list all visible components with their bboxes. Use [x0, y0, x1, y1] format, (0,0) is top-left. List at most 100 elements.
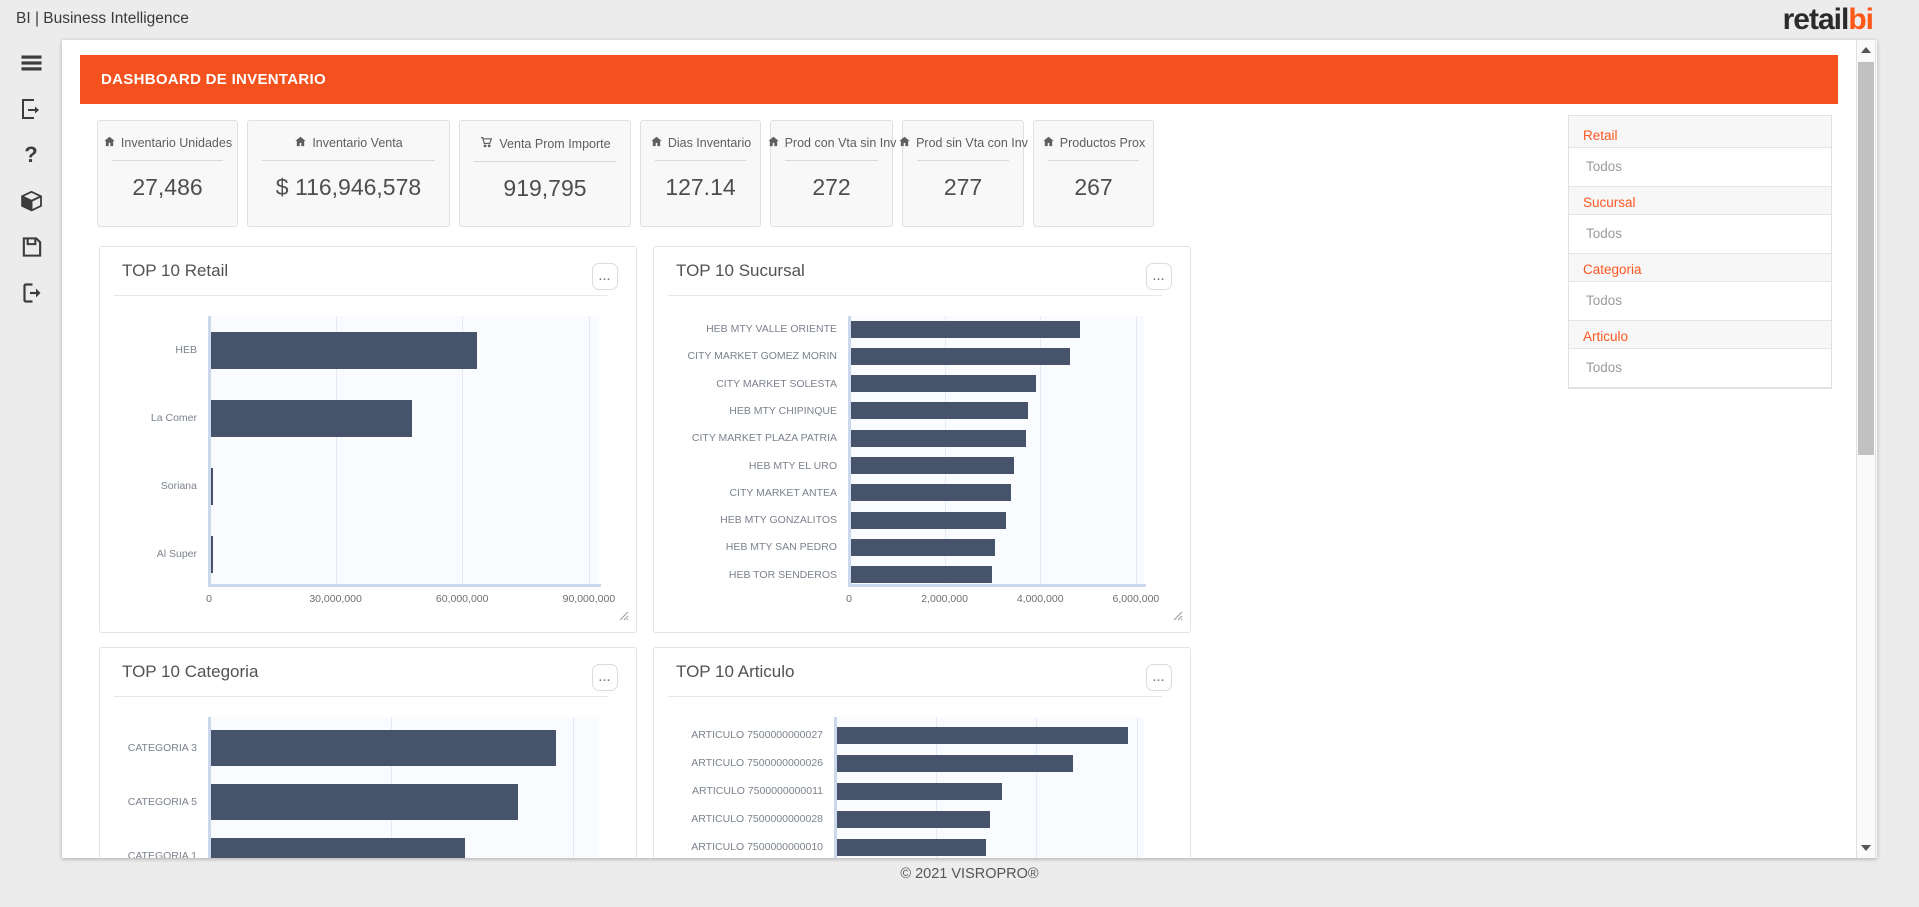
chart-header-divider	[114, 696, 608, 697]
filter-articulo-select[interactable]: Todos	[1569, 348, 1831, 388]
category-label: ARTICULO 7500000000027	[691, 729, 823, 741]
x-tick-label: 90,000,000	[562, 593, 616, 605]
bar-la-comer[interactable]	[211, 399, 412, 437]
footer-copyright: © 2021 VISROPRO®	[900, 866, 1039, 882]
filter-sucursal-label[interactable]: Sucursal	[1583, 195, 1636, 210]
help-icon: ?	[19, 143, 43, 167]
gridline	[1135, 316, 1137, 584]
kpi-label-text: Dias Inventario	[667, 136, 752, 150]
category-label: HEB	[175, 344, 197, 356]
bar-heb-tor-senderos[interactable]	[851, 566, 992, 584]
x-axis-line	[208, 584, 601, 587]
y-axis-line	[834, 717, 837, 858]
chart-header-divider	[668, 295, 1162, 296]
kpi-value: 919,795	[503, 175, 587, 201]
bar-heb[interactable]	[211, 331, 477, 369]
kpi-divider	[785, 160, 878, 161]
kpi-value: 272	[812, 174, 851, 200]
bar-heb-mty-valle-oriente[interactable]	[851, 320, 1080, 338]
chart-resize-handle[interactable]	[619, 608, 629, 626]
kpi-card-productos-prox: Productos Prox 267	[1033, 120, 1154, 227]
filter-sucursal-select[interactable]: Todos	[1569, 214, 1831, 254]
chart-header-divider	[114, 295, 608, 296]
chart-menu-button[interactable]: ...	[1146, 664, 1172, 691]
sidebar-cube-button[interactable]	[0, 178, 62, 224]
bar-heb-mty-el-uro[interactable]	[851, 457, 1014, 474]
bar-city-market-gomez-morin[interactable]	[851, 347, 1070, 365]
chart-menu-button[interactable]: ...	[592, 664, 618, 691]
bar-articulo-7500000000028[interactable]	[837, 810, 990, 828]
bar-heb-mty-san-pedro[interactable]	[851, 538, 996, 556]
kpi-row: Inventario Unidades 27,486 Inventario Vent…	[97, 120, 1154, 227]
kpi-value: $ 116,946,578	[275, 174, 422, 200]
category-label: Al Super	[156, 548, 197, 560]
kpi-divider	[474, 161, 616, 162]
kpi-label: Productos Prox	[1034, 135, 1153, 151]
bar-city-market-solesta[interactable]	[851, 375, 1036, 393]
bar-heb-mty-gonzalitos[interactable]	[851, 511, 1007, 529]
home-icon	[1042, 135, 1055, 151]
gridline	[1040, 316, 1042, 584]
kpi-value: 27,486	[132, 174, 203, 200]
kpi-card-dias-inventario: Dias Inventario 127.14	[640, 120, 761, 227]
kpi-card-inventario-unidades: Inventario Unidades 27,486	[97, 120, 238, 227]
kpi-divider	[112, 160, 223, 161]
logo-text-bi: bi	[1848, 3, 1874, 36]
chart-plot-articulo: ARTICULO 7500000000027 ARTICULO 750000000…	[654, 648, 1190, 858]
chart-menu-button[interactable]: ...	[1146, 263, 1172, 290]
category-label: HEB MTY CHIPINQUE	[729, 404, 837, 417]
bar-articulo-7500000000010[interactable]	[837, 838, 986, 856]
gridline	[1137, 717, 1138, 858]
kpi-label-text: Inventario Unidades	[120, 136, 233, 150]
bar-city-market-antea[interactable]	[851, 484, 1011, 502]
chart-resize-handle[interactable]	[1173, 608, 1183, 626]
bar-articulo-7500000000011[interactable]	[837, 782, 1003, 800]
bar-articulo-7500000000027[interactable]	[837, 726, 1128, 744]
bar-categoria-1[interactable]	[211, 838, 465, 858]
chart-menu-button[interactable]: ...	[592, 263, 618, 290]
sidebar-logout-button[interactable]	[0, 270, 62, 316]
kpi-value: 127.14	[665, 174, 736, 200]
x-tick-label: 0	[206, 593, 212, 605]
category-label: CITY MARKET PLAZA PATRIA	[691, 432, 837, 445]
x-tick-label: 2,000,000	[921, 593, 968, 605]
bar-city-market-plaza-patria[interactable]	[851, 429, 1026, 447]
scroll-up-arrow[interactable]	[1857, 42, 1875, 58]
top-bar: BI | Business Intelligence retailbi	[0, 0, 1919, 40]
category-label: HEB MTY GONZALITOS	[720, 514, 837, 527]
chart-title: TOP 10 Sucursal	[676, 261, 805, 280]
category-label: HEB MTY SAN PEDRO	[725, 541, 837, 554]
chart-card-top10-sucursal: 0 2,000,000 4,000,000 6,000,000 HEB MTY VALL…	[653, 246, 1191, 633]
save-icon	[20, 235, 43, 259]
sidebar-menu-button[interactable]	[0, 40, 62, 86]
kpi-label-text: Inventario Venta	[312, 136, 403, 150]
filter-retail-label[interactable]: Retail	[1583, 128, 1618, 143]
sidebar-save-button[interactable]	[0, 224, 62, 270]
bar-categoria-3[interactable]	[211, 730, 556, 766]
home-icon	[767, 135, 780, 151]
gridline	[462, 316, 464, 584]
filter-categoria-label[interactable]: Categoria	[1583, 262, 1642, 277]
bar-articulo-7500000000026[interactable]	[837, 754, 1073, 772]
scroll-down-arrow[interactable]	[1857, 840, 1875, 856]
bar-categoria-5[interactable]	[211, 784, 519, 820]
y-axis-line	[208, 316, 211, 584]
vertical-scrollbar[interactable]	[1856, 40, 1876, 858]
kpi-divider	[655, 160, 746, 161]
kpi-label: Dias Inventario	[641, 135, 760, 151]
kpi-label-text: Productos Prox	[1059, 136, 1146, 150]
chart-card-top10-categoria: CATEGORIA 3 CATEGORIA 5 CATEGORIA 1 TOP 10…	[99, 647, 637, 858]
filter-categoria-select[interactable]: Todos	[1569, 281, 1831, 321]
sidebar-help-button[interactable]: ?	[0, 132, 62, 178]
filter-retail-select[interactable]: Todos	[1569, 147, 1831, 187]
scrollbar-thumb[interactable]	[1858, 62, 1874, 455]
bar-soriana[interactable]	[211, 467, 213, 505]
sidebar-export-button[interactable]	[0, 86, 62, 132]
bar-heb-mty-chipinque[interactable]	[851, 402, 1028, 420]
chart-header-divider	[668, 696, 1162, 697]
gridline	[572, 717, 574, 858]
filter-articulo-label[interactable]: Articulo	[1583, 329, 1629, 344]
chart-title: TOP 10 Articulo	[676, 662, 795, 681]
bar-al-super[interactable]	[211, 535, 213, 573]
